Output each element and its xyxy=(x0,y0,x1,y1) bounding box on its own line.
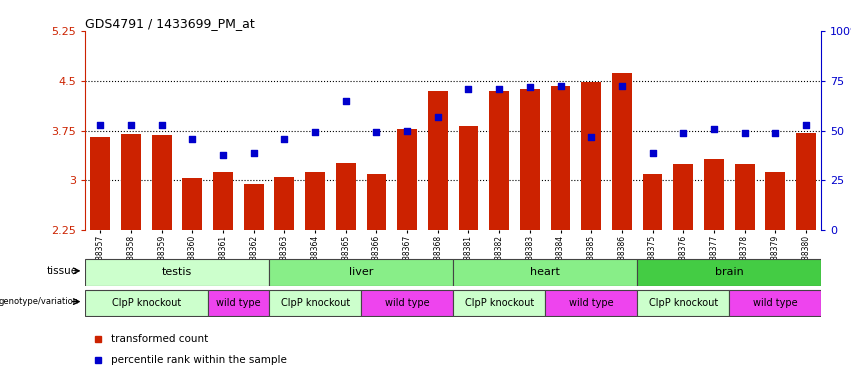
Bar xyxy=(643,174,662,230)
Point xyxy=(369,129,383,135)
Point xyxy=(738,129,751,136)
Bar xyxy=(336,162,356,230)
Point xyxy=(155,122,168,128)
FancyBboxPatch shape xyxy=(85,259,269,286)
Bar xyxy=(306,172,325,230)
Point xyxy=(707,126,721,132)
FancyBboxPatch shape xyxy=(637,290,729,316)
Bar xyxy=(489,91,509,230)
Bar xyxy=(90,137,111,230)
Bar xyxy=(551,86,570,230)
Text: genotype/variation: genotype/variation xyxy=(0,297,78,306)
Point xyxy=(339,98,352,104)
Point xyxy=(523,84,537,90)
Text: testis: testis xyxy=(162,267,192,277)
Text: ClpP knockout: ClpP knockout xyxy=(281,298,350,308)
Bar xyxy=(397,129,417,230)
Bar xyxy=(182,178,203,230)
Bar xyxy=(581,82,601,230)
Bar xyxy=(459,126,478,230)
FancyBboxPatch shape xyxy=(85,290,208,316)
Text: liver: liver xyxy=(349,267,374,277)
FancyBboxPatch shape xyxy=(269,290,361,316)
Text: brain: brain xyxy=(715,267,744,277)
FancyBboxPatch shape xyxy=(269,259,453,286)
Text: transformed count: transformed count xyxy=(111,334,208,344)
Point xyxy=(247,149,260,156)
Bar xyxy=(673,164,694,230)
Point xyxy=(677,129,690,136)
Bar xyxy=(151,135,172,230)
FancyBboxPatch shape xyxy=(453,259,637,286)
Text: wild type: wild type xyxy=(568,298,614,308)
Point xyxy=(615,83,629,89)
Bar xyxy=(520,89,540,230)
Bar xyxy=(734,164,755,230)
Bar xyxy=(275,177,294,230)
Text: heart: heart xyxy=(530,267,560,277)
Text: ClpP knockout: ClpP knockout xyxy=(111,298,181,308)
Point xyxy=(646,149,660,156)
Point xyxy=(308,129,322,135)
Point xyxy=(400,127,414,134)
Point xyxy=(585,134,598,140)
Bar xyxy=(704,159,724,230)
Point xyxy=(431,114,444,120)
FancyBboxPatch shape xyxy=(637,259,821,286)
Text: percentile rank within the sample: percentile rank within the sample xyxy=(111,355,287,365)
Text: tissue: tissue xyxy=(47,266,78,276)
Bar xyxy=(213,172,233,230)
Point xyxy=(216,152,230,158)
Bar xyxy=(367,174,386,230)
Text: wild type: wild type xyxy=(385,298,430,308)
FancyBboxPatch shape xyxy=(545,290,637,316)
Text: wild type: wild type xyxy=(216,298,260,308)
FancyBboxPatch shape xyxy=(361,290,453,316)
Point xyxy=(124,121,138,127)
Point xyxy=(277,136,291,142)
FancyBboxPatch shape xyxy=(453,290,545,316)
Bar xyxy=(244,184,264,230)
Point xyxy=(554,83,568,89)
Bar xyxy=(612,73,631,230)
Point xyxy=(493,86,506,92)
Point xyxy=(94,122,107,128)
Point xyxy=(462,86,476,93)
Text: GDS4791 / 1433699_PM_at: GDS4791 / 1433699_PM_at xyxy=(85,17,254,30)
FancyBboxPatch shape xyxy=(729,290,821,316)
Point xyxy=(799,122,813,128)
Point xyxy=(186,136,199,142)
Bar xyxy=(121,134,141,230)
Bar xyxy=(765,172,785,230)
Text: ClpP knockout: ClpP knockout xyxy=(648,298,717,308)
Text: wild type: wild type xyxy=(753,298,797,308)
Bar xyxy=(428,91,448,230)
FancyBboxPatch shape xyxy=(208,290,269,316)
Point xyxy=(768,129,782,136)
Bar xyxy=(796,132,816,230)
Text: ClpP knockout: ClpP knockout xyxy=(465,298,534,308)
